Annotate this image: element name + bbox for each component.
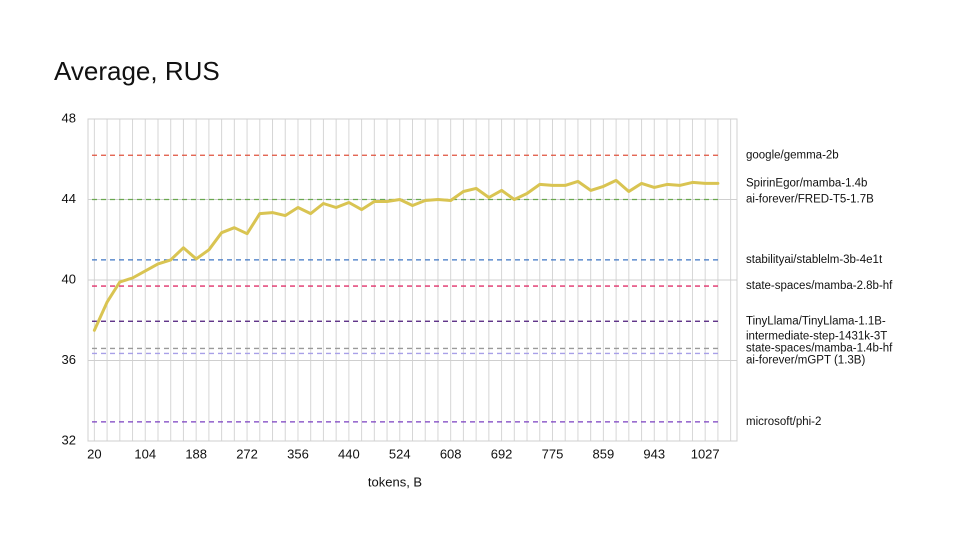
x-tick-label: 104	[134, 446, 156, 461]
legend-label: microsoft/phi-2	[746, 416, 821, 428]
legend-label: ai-forever/mGPT (1.3B)	[746, 354, 865, 366]
legend-label: SpirinEgor/mamba-1.4b	[746, 177, 867, 189]
legend-label: state-spaces/mamba-1.4b-hf	[746, 342, 893, 354]
x-tick-label: 692	[491, 446, 513, 461]
x-axis-label: tokens, B	[368, 474, 422, 489]
y-tick-label: 40	[62, 271, 76, 286]
legend-label: google/gemma-2b	[746, 149, 839, 161]
x-tick-label: 356	[287, 446, 309, 461]
y-tick-label: 36	[62, 352, 76, 367]
x-tick-label: 272	[236, 446, 258, 461]
x-tick-label: 524	[389, 446, 411, 461]
legend-label: stabilityai/stablelm-3b-4e1t	[746, 254, 883, 266]
x-tick-label: 1027	[691, 446, 720, 461]
x-tick-label: 775	[542, 446, 564, 461]
x-tick-label: 20	[87, 446, 101, 461]
y-tick-label: 48	[62, 110, 76, 125]
legend-label: ai-forever/FRED-T5-1.7B	[746, 194, 874, 206]
x-tick-label: 943	[643, 446, 665, 461]
x-tick-label: 859	[593, 446, 615, 461]
legend-label: state-spaces/mamba-2.8b-hf	[746, 280, 893, 292]
x-tick-label: 608	[440, 446, 462, 461]
x-tick-label: 440	[338, 446, 360, 461]
legend-label: TinyLlama/TinyLlama-1.1B-intermediate-st…	[746, 315, 887, 342]
data-line	[92, 178, 720, 332]
x-tick-label: 188	[185, 446, 207, 461]
y-tick-label: 32	[62, 432, 76, 447]
y-tick-label: 44	[62, 191, 76, 206]
chart-title: Average, RUS	[54, 56, 220, 86]
